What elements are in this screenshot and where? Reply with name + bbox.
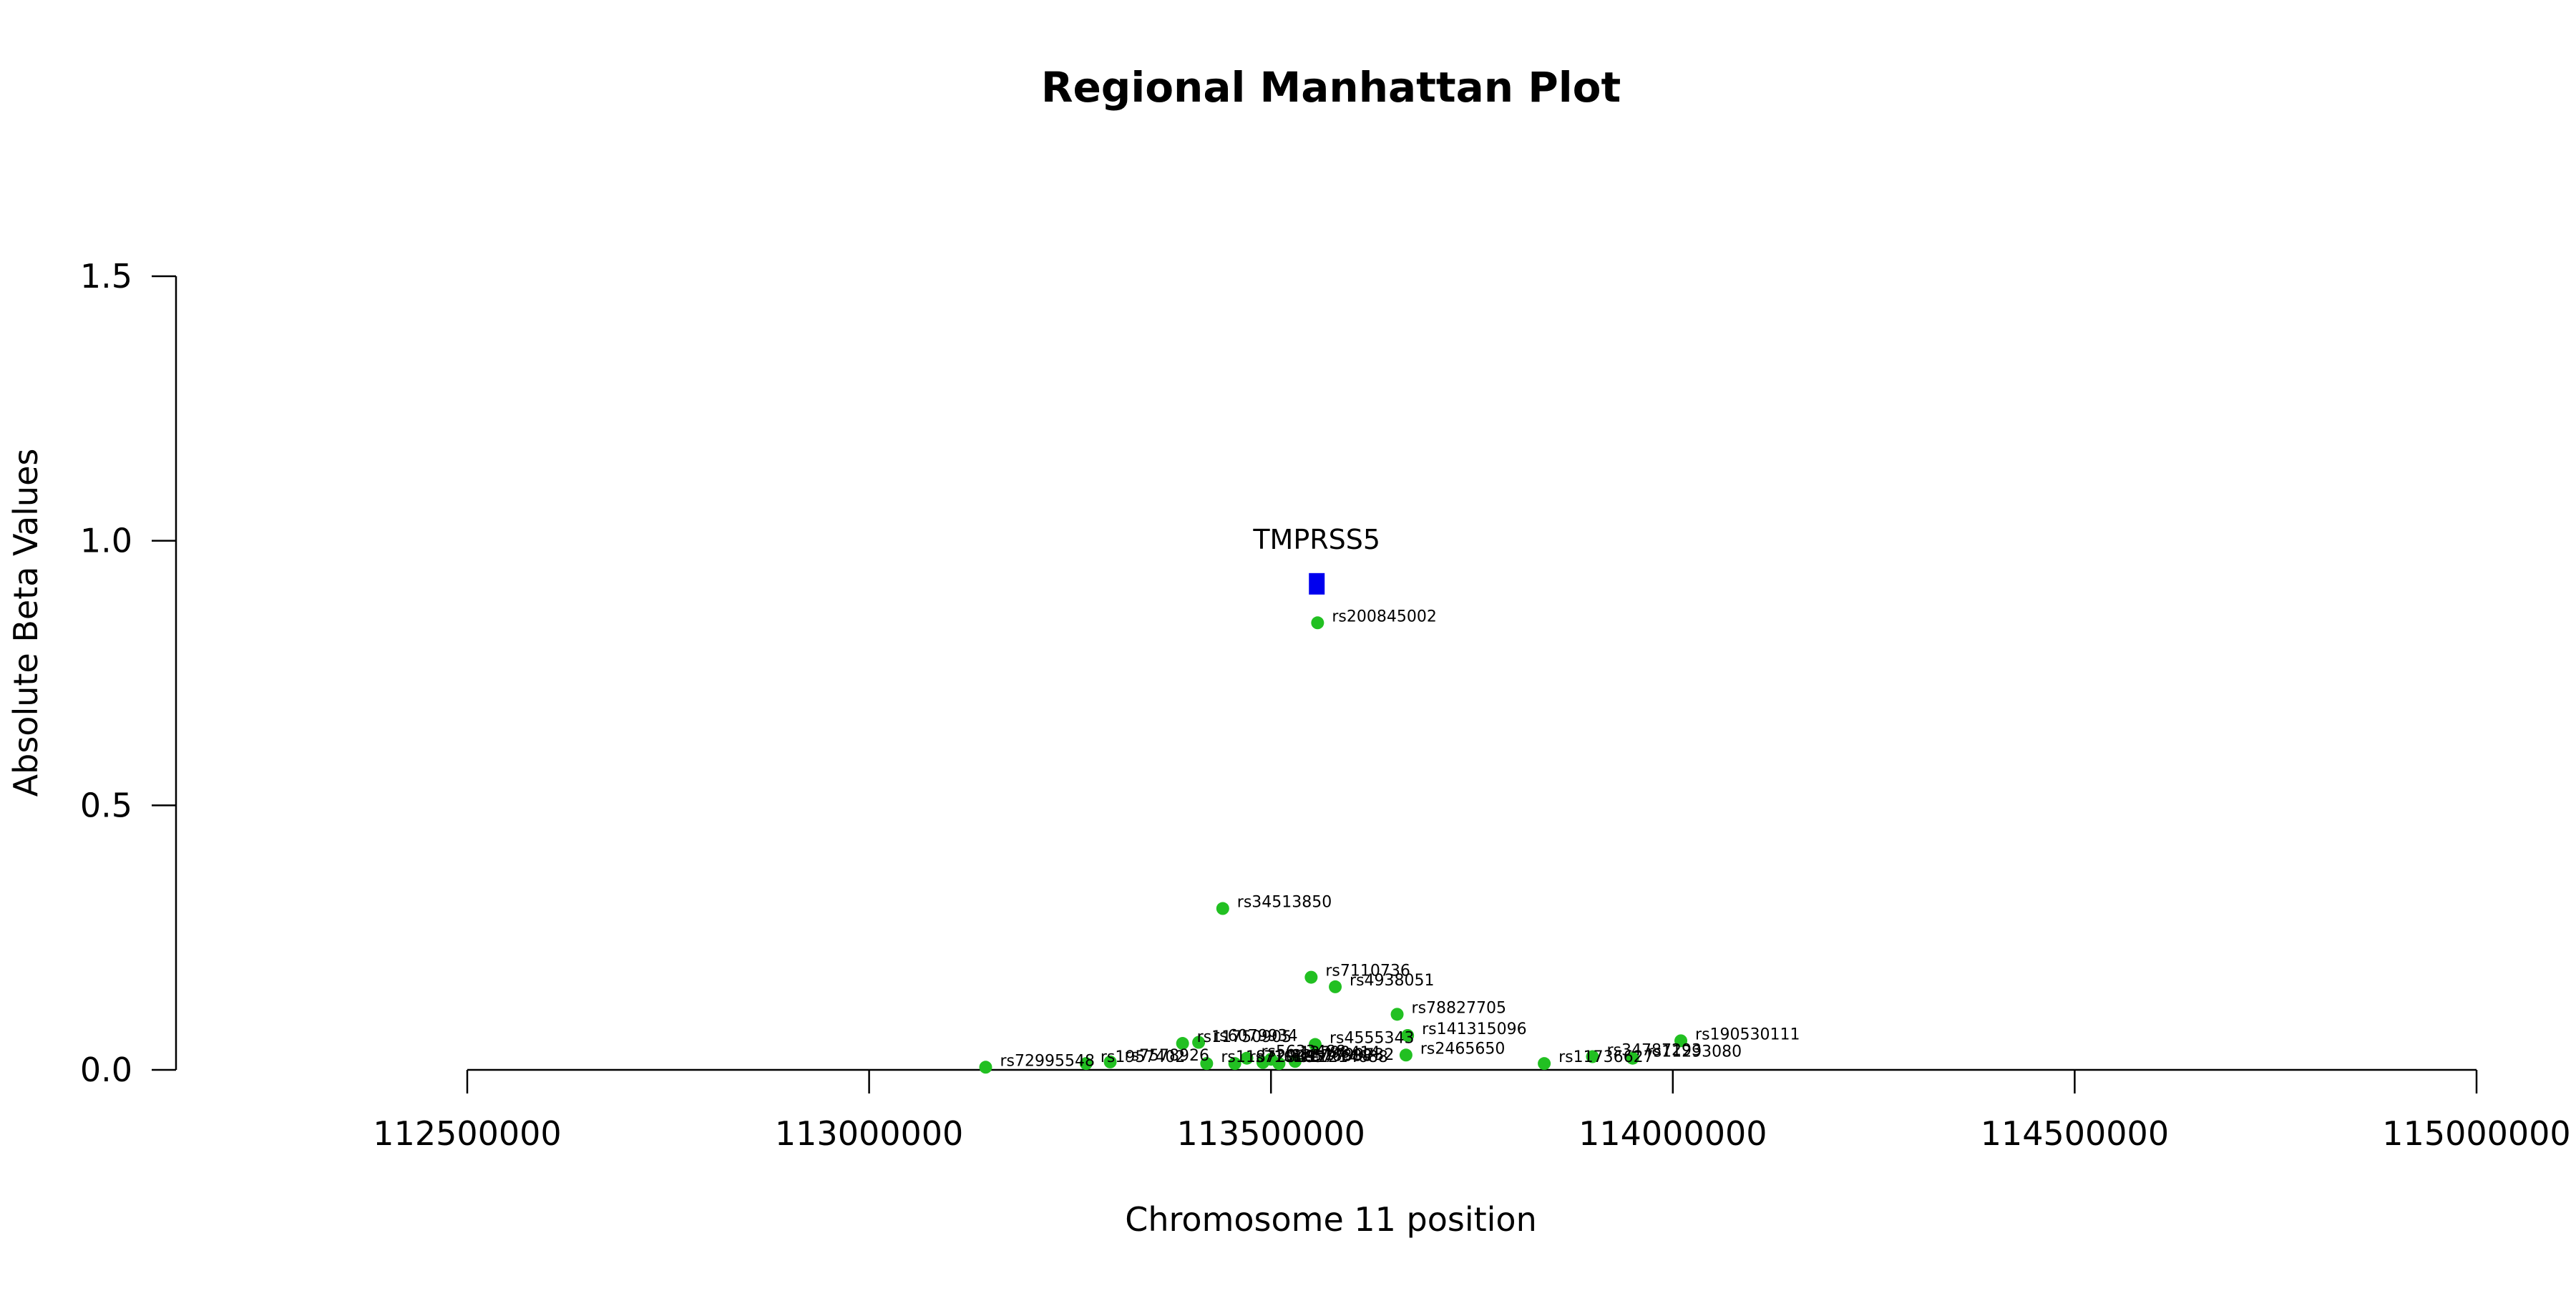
snp-label: rs141315096 <box>1422 1020 1526 1038</box>
snp-point <box>1390 1008 1404 1021</box>
snp-label: rs72995548 <box>1000 1052 1094 1070</box>
snp-point <box>1399 1048 1413 1062</box>
snp-label: rs4555343 <box>1330 1030 1415 1048</box>
snp-point <box>1311 616 1324 630</box>
snp-label: rs34513850 <box>1237 894 1332 912</box>
snp-label: rs11214688 <box>1293 1048 1387 1066</box>
snp-point <box>1176 1037 1189 1051</box>
gene-markers: TMPRSS5 <box>1252 524 1380 595</box>
x-tick-label: 115000000 <box>2382 1114 2570 1153</box>
snp-point <box>1192 1036 1206 1049</box>
snp-point <box>1256 1056 1269 1069</box>
snp-label: rs4938051 <box>1350 972 1435 990</box>
snp-label: rs12576888 <box>1277 1048 1372 1066</box>
y-ticks: 0.0 0.5 1.0 1.5 <box>80 257 176 1089</box>
x-tick-label: 114000000 <box>1579 1114 1767 1153</box>
x-tick-label: 112500000 <box>373 1114 561 1153</box>
snp-points <box>979 616 1688 1074</box>
snp-label: rs1799732 <box>1309 1046 1395 1064</box>
y-axis-label: Absolute Beta Values <box>6 449 45 797</box>
x-tick-label: 113500000 <box>1176 1114 1365 1153</box>
y-tick-label: 1.0 <box>80 522 132 560</box>
y-tick-label: 1.5 <box>80 257 132 296</box>
snp-point <box>1272 1057 1286 1071</box>
chart-title: Regional Manhattan Plot <box>1041 63 1621 112</box>
snp-label: rs1957402 <box>1101 1048 1186 1066</box>
snp-point <box>1304 970 1318 984</box>
snp-point <box>1308 1038 1322 1051</box>
snp-label: rs34787293 <box>1606 1042 1701 1060</box>
snp-point <box>1538 1057 1551 1071</box>
snp-point <box>979 1061 992 1074</box>
snp-label: rs78827705 <box>1412 999 1506 1017</box>
snp-label: rs190530111 <box>1695 1026 1800 1043</box>
snp-point <box>1586 1050 1599 1063</box>
snp-label: rs12798414 <box>1285 1044 1380 1062</box>
snp-point <box>1329 980 1342 993</box>
snp-point <box>1288 1055 1302 1068</box>
snp-label: rs200845002 <box>1332 608 1436 625</box>
snp-point <box>1674 1034 1688 1048</box>
snp-label: rs11872049 <box>1221 1048 1315 1066</box>
y-tick-label: 0.5 <box>80 786 132 824</box>
x-tick-label: 114500000 <box>1981 1114 2169 1153</box>
snp-point <box>1626 1051 1639 1065</box>
snp-point <box>1103 1055 1117 1068</box>
y-axis: 0.0 0.5 1.0 1.5 <box>80 257 177 1089</box>
y-tick-label: 0.0 <box>80 1051 132 1089</box>
gene-label: TMPRSS5 <box>1252 524 1380 555</box>
gene-marker <box>1309 573 1325 595</box>
x-axis-label: Chromosome 11 position <box>1125 1200 1536 1239</box>
snp-point <box>1240 1051 1254 1065</box>
snp-label: rs11750905 <box>1197 1028 1292 1046</box>
snp-point <box>1228 1057 1241 1071</box>
snp-point <box>1200 1057 1214 1071</box>
x-axis: 112500000 113000000 113500000 114000000 1145… <box>373 1068 2571 1153</box>
snp-label: rs5633488 <box>1262 1043 1347 1061</box>
snp-point <box>1216 902 1229 915</box>
x-ticks: 112500000 113000000 113500000 114000000 1145… <box>373 1070 2571 1153</box>
snp-label: rs2465650 <box>1420 1040 1505 1058</box>
snp-label: rs7578926 <box>1125 1047 1210 1065</box>
snp-point <box>1401 1028 1415 1042</box>
snp-label: rs7101657 <box>1249 1048 1335 1066</box>
x-tick-label: 113000000 <box>775 1114 963 1153</box>
snp-point <box>1079 1057 1093 1071</box>
snp-label: rs7110736 <box>1325 963 1410 980</box>
snp-label: rs6079934 <box>1213 1028 1298 1046</box>
snp-label: rs11293080 <box>1647 1043 1742 1061</box>
snp-label: rs11736627 <box>1558 1048 1653 1066</box>
